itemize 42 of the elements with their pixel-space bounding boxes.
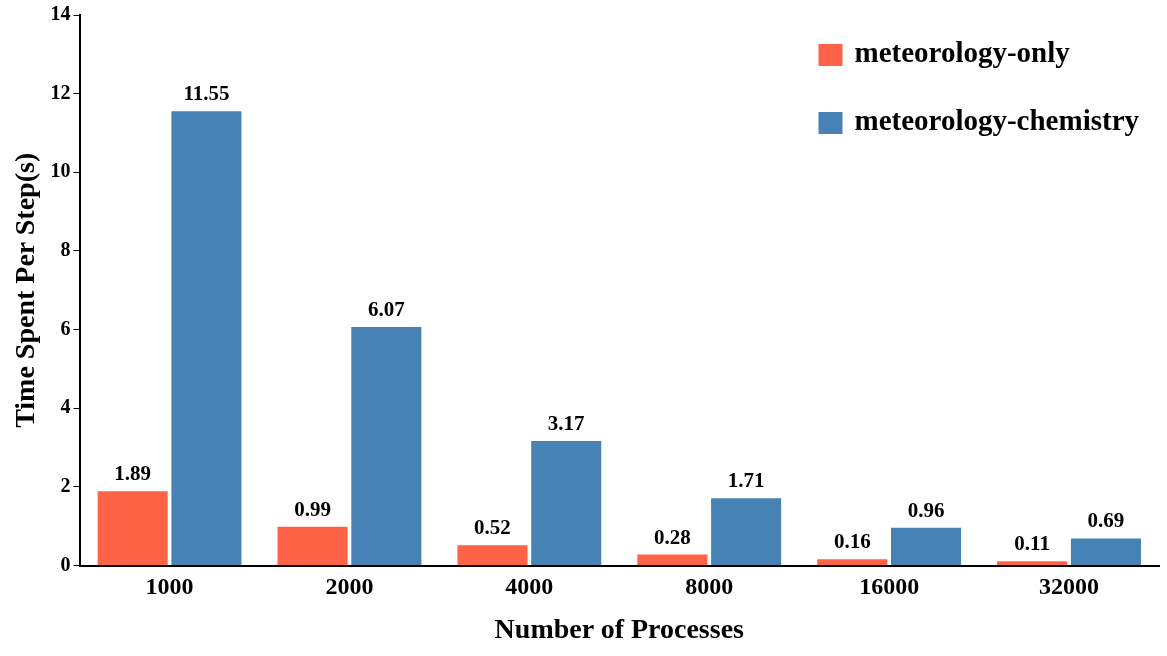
legend-label: meteorology-chemistry [854,104,1140,137]
bar [890,527,962,566]
bar [637,554,708,566]
y-tick-label: 4 [60,395,71,418]
y-tick-label: 2 [60,474,71,497]
bar [171,111,242,566]
data-label: 1.71 [727,468,765,493]
data-label: 0.16 [833,529,871,554]
x-tick-label: 32000 [1039,573,1100,600]
data-label: 3.17 [547,410,585,435]
data-label: 11.55 [183,81,230,106]
bar [531,440,602,566]
y-tick-label: 12 [50,80,71,103]
data-label: 0.52 [474,515,511,540]
x-axis-title: Number of Processes [494,613,745,645]
data-label: 0.69 [1087,508,1125,533]
x-tick-label: 2000 [325,573,374,600]
data-label: 0.96 [907,497,945,522]
x-tick-label: 4000 [505,573,554,600]
bar [997,561,1068,566]
x-tick-label: 16000 [859,573,920,600]
data-label: 0.28 [654,524,691,549]
bar [711,498,782,566]
y-tick-label: 6 [60,316,71,339]
data-label: 6.07 [367,296,405,321]
bar [277,526,348,566]
data-label: 1.89 [114,461,152,486]
data-label: 0.99 [294,496,331,521]
y-tick-label: 8 [60,238,71,261]
x-tick-label: 1000 [145,573,194,600]
y-axis-title: Time Spent Per Step(s) [9,152,41,428]
bar [351,326,422,566]
x-tick-label: 8000 [685,573,734,600]
bar [817,559,888,566]
bar [1070,538,1141,566]
y-tick-label: 10 [50,159,71,182]
bar [457,545,528,566]
data-label: 0.11 [1014,531,1050,556]
bar [97,491,168,566]
y-tick-label: 14 [50,2,71,25]
legend-label: meteorology-only [854,36,1071,69]
y-tick-label: 0 [60,552,71,575]
